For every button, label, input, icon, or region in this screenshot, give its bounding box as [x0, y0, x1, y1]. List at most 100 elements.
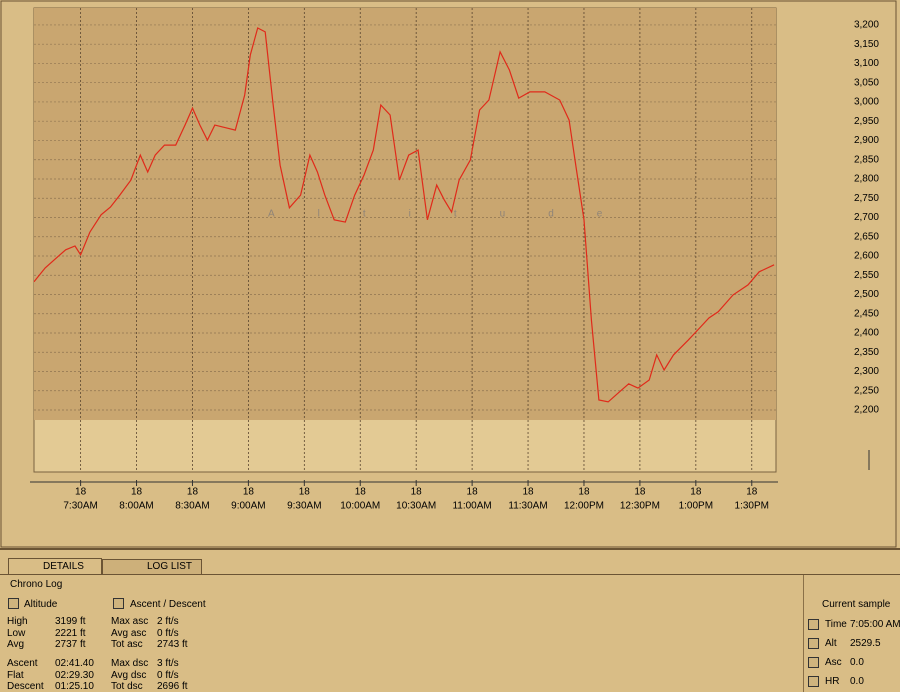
x-tick-day: 18 [411, 487, 423, 498]
x-tick-label: 12:30PM [620, 501, 660, 512]
x-tick-label: 10:00AM [340, 501, 380, 512]
field-label: Descent [7, 681, 44, 692]
y-tick-label: 2,300 [854, 366, 879, 377]
x-tick-day: 18 [634, 487, 646, 498]
y-tick-label: 2,800 [854, 174, 879, 185]
icon [808, 619, 819, 630]
field-value: 02:29.30 [55, 669, 94, 681]
field-label: Tot asc [111, 639, 143, 650]
y-tick-label: 2,950 [854, 116, 879, 127]
y-tick-label: 2,850 [854, 154, 879, 165]
y-tick-label: 3,150 [854, 39, 879, 50]
x-tick-label: 7:30AM [63, 501, 97, 512]
field-value: 7:05:00 AM [850, 619, 900, 630]
y-tick-label: 2,550 [854, 270, 879, 281]
field-label: Low [7, 627, 26, 639]
y-tick-label: 3,050 [854, 77, 879, 88]
y-tick-label: 2,400 [854, 328, 879, 339]
field-label: Avg dsc [111, 669, 147, 681]
y-tick-label: 2,250 [854, 385, 879, 396]
field-label: Time [825, 619, 847, 630]
plot-upper [34, 8, 776, 421]
x-tick-day: 18 [243, 487, 255, 498]
field-label: Asc [825, 657, 842, 668]
field-label: Tot dsc [111, 681, 143, 692]
divider [803, 575, 804, 692]
field-label: Ascent [7, 658, 38, 669]
tab[interactable]: DETAILS [8, 558, 102, 575]
icon [808, 638, 819, 649]
field-label: High [7, 616, 28, 627]
field-value: 0.0 [850, 657, 864, 668]
y-tick-label: 3,100 [854, 58, 879, 69]
x-tick-day: 18 [522, 487, 534, 498]
x-tick-label: 11:30AM [508, 501, 547, 512]
x-tick-day: 18 [299, 487, 311, 498]
field-value: 2743 ft [157, 639, 188, 650]
tab-label: LOG LIST [147, 561, 193, 572]
x-tick-label: 9:30AM [287, 501, 321, 512]
field-value: 0 ft/s [157, 627, 179, 639]
field-value: 0 ft/s [157, 669, 179, 681]
field-label: Alt [825, 638, 837, 649]
field-value: 01:25.10 [55, 681, 94, 692]
y-tick-label: 2,350 [854, 347, 879, 358]
x-tick-day: 18 [746, 487, 758, 498]
x-tick-day: 18 [690, 487, 702, 498]
section-title: Chrono Log [10, 579, 63, 590]
altitude-line [33, 27, 775, 403]
icon [808, 676, 819, 687]
x-tick-label: 1:30PM [735, 501, 769, 512]
field-value: 3 ft/s [157, 658, 179, 669]
tab-label: DETAILS [43, 561, 84, 572]
overlay-label: Altitude [268, 209, 645, 220]
y-tick-label: 2,900 [854, 135, 879, 146]
tab[interactable]: LOG LIST [102, 559, 202, 575]
x-tick-label: 10:30AM [396, 501, 436, 512]
x-tick-day: 18 [75, 487, 87, 498]
icon [8, 598, 19, 609]
tab-border [0, 574, 900, 575]
y-tick-label: 2,700 [854, 212, 879, 223]
y-tick-label: 2,650 [854, 231, 879, 242]
field-label: Flat [7, 669, 24, 681]
field-label: Max dsc [111, 658, 149, 669]
y-tick-label: 2,750 [854, 193, 879, 204]
y-tick-label: 2,450 [854, 308, 879, 319]
chart: 2,200 2,250 2,300 2,350 2,400 2,450 2,500 2,550… [0, 0, 897, 548]
x-tick-label: 8:30AM [175, 501, 209, 512]
section-title: Altitude [24, 599, 58, 610]
y-tick-label: 3,200 [854, 20, 879, 31]
x-tick-label: 1:00PM [679, 501, 713, 512]
field-value: 2529.5 [850, 638, 881, 649]
field-label: Avg [7, 639, 25, 650]
y-tick-label: 2,200 [854, 405, 879, 416]
x-tick-day: 18 [467, 487, 479, 498]
y-tick-label: 3,000 [854, 97, 879, 108]
separator [0, 548, 900, 550]
field-label: HR [825, 676, 840, 687]
x-tick-label: 11:00AM [452, 501, 491, 512]
y-tick-label: 2,500 [854, 289, 879, 300]
x-tick-day: 18 [355, 487, 367, 498]
field-value: 2221 ft [55, 627, 86, 639]
field-label: Avg asc [111, 627, 147, 639]
x-tick-label: 9:00AM [231, 501, 265, 512]
field-value: 02:41.40 [55, 658, 94, 669]
field-value: 3199 ft [55, 616, 86, 627]
section-title: Ascent / Descent [130, 599, 206, 610]
section-title: Current sample [822, 599, 891, 610]
x-tick-day: 18 [187, 487, 199, 498]
icon [808, 657, 819, 668]
icon [113, 598, 124, 609]
x-tick-label: 8:00AM [119, 501, 153, 512]
x-tick-label: 12:00PM [564, 501, 604, 512]
field-value: 2696 ft [157, 681, 188, 692]
x-tick-day: 18 [578, 487, 590, 498]
field-label: Max asc [111, 616, 149, 627]
field-value: 2737 ft [55, 639, 86, 650]
field-value: 2 ft/s [157, 616, 179, 627]
y-tick-label: 2,600 [854, 251, 879, 262]
field-value: 0.0 [850, 676, 864, 687]
